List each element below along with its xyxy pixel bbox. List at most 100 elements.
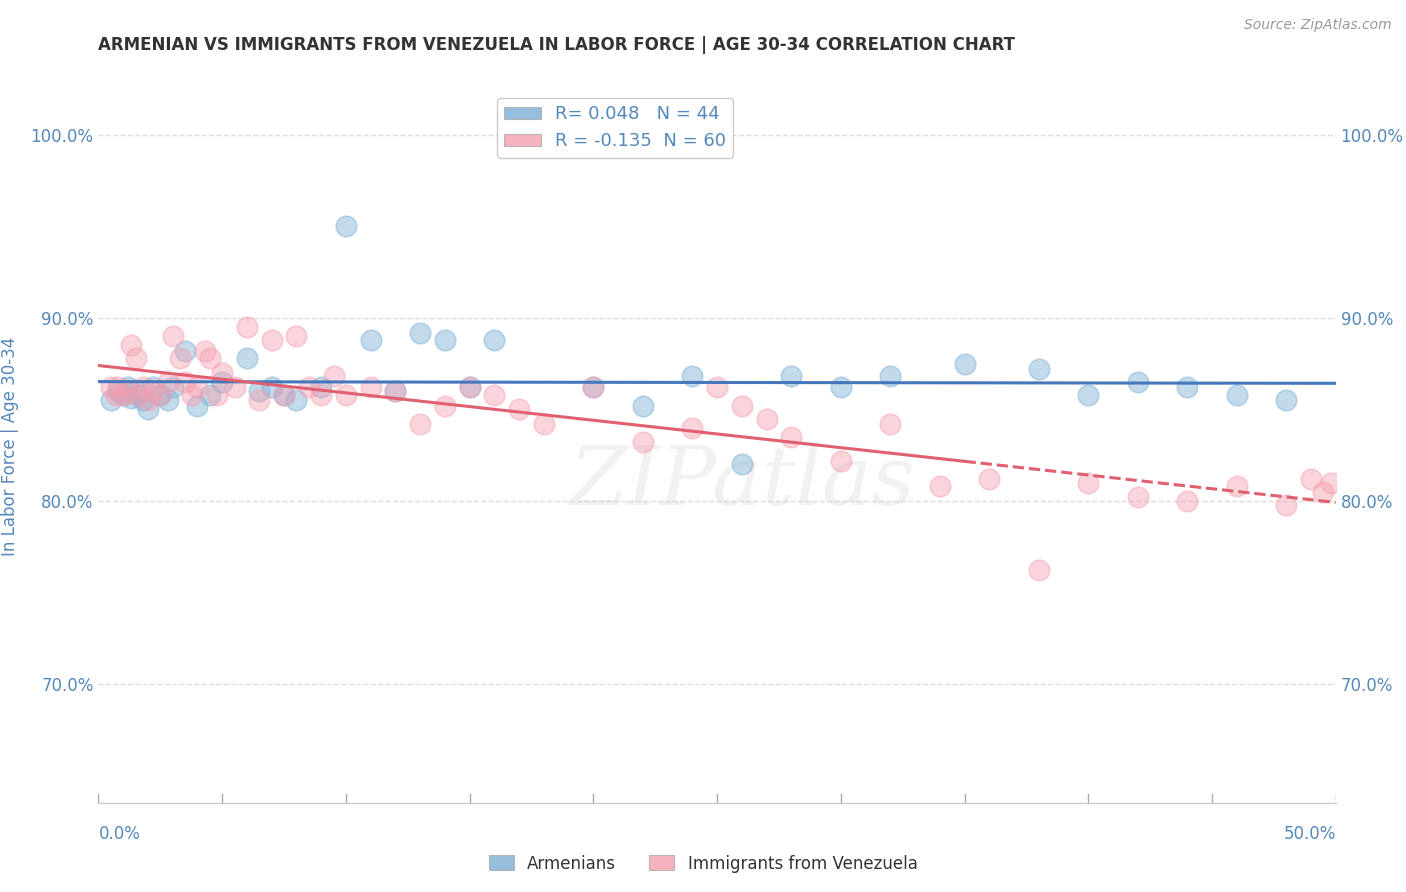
Point bbox=[484, 388, 506, 402]
Point bbox=[132, 380, 155, 394]
Point bbox=[953, 357, 976, 371]
Point bbox=[273, 388, 295, 402]
Text: ZIPatlas: ZIPatlas bbox=[569, 442, 914, 522]
Point bbox=[169, 351, 191, 366]
Point bbox=[1028, 563, 1050, 577]
Point bbox=[132, 393, 155, 408]
Legend: Armenians, Immigrants from Venezuela: Armenians, Immigrants from Venezuela bbox=[482, 848, 924, 880]
Point bbox=[117, 380, 139, 394]
Point bbox=[830, 453, 852, 467]
Point bbox=[879, 417, 901, 431]
Point bbox=[260, 333, 283, 347]
Point bbox=[309, 388, 332, 402]
Point bbox=[780, 430, 803, 444]
Point bbox=[731, 399, 754, 413]
Point bbox=[205, 388, 228, 402]
Point bbox=[458, 380, 481, 394]
Point bbox=[107, 384, 129, 398]
Point bbox=[384, 384, 406, 398]
Point bbox=[247, 384, 270, 398]
Point bbox=[631, 399, 654, 413]
Point bbox=[409, 417, 432, 431]
Point bbox=[928, 479, 950, 493]
Text: 50.0%: 50.0% bbox=[1284, 825, 1336, 843]
Y-axis label: In Labor Force | Age 30-34: In Labor Force | Age 30-34 bbox=[1, 336, 20, 556]
Point bbox=[1175, 494, 1198, 508]
Point bbox=[298, 380, 321, 394]
Point bbox=[124, 384, 146, 398]
Point bbox=[236, 320, 259, 334]
Point bbox=[273, 388, 295, 402]
Point bbox=[830, 380, 852, 394]
Point bbox=[181, 388, 204, 402]
Point bbox=[360, 333, 382, 347]
Point bbox=[156, 375, 179, 389]
Point bbox=[879, 369, 901, 384]
Point bbox=[360, 380, 382, 394]
Point bbox=[631, 435, 654, 450]
Point bbox=[979, 472, 1001, 486]
Point bbox=[1275, 498, 1298, 512]
Point bbox=[162, 380, 184, 394]
Point bbox=[409, 326, 432, 340]
Point bbox=[136, 402, 159, 417]
Point bbox=[186, 399, 208, 413]
Point bbox=[335, 219, 357, 234]
Point bbox=[780, 369, 803, 384]
Point bbox=[458, 380, 481, 394]
Point bbox=[285, 393, 308, 408]
Point bbox=[582, 380, 605, 394]
Point bbox=[211, 366, 233, 380]
Point bbox=[1077, 388, 1099, 402]
Text: 0.0%: 0.0% bbox=[98, 825, 141, 843]
Point bbox=[162, 329, 184, 343]
Point bbox=[335, 388, 357, 402]
Point bbox=[1226, 388, 1249, 402]
Point bbox=[681, 420, 703, 434]
Legend: R= 0.048   N = 44, R = -0.135  N = 60: R= 0.048 N = 44, R = -0.135 N = 60 bbox=[498, 98, 733, 158]
Point bbox=[198, 388, 221, 402]
Point bbox=[433, 333, 456, 347]
Point bbox=[120, 338, 142, 352]
Point bbox=[211, 375, 233, 389]
Point bbox=[706, 380, 728, 394]
Point bbox=[533, 417, 555, 431]
Point bbox=[236, 351, 259, 366]
Point bbox=[104, 388, 127, 402]
Point bbox=[1275, 393, 1298, 408]
Point bbox=[285, 329, 308, 343]
Point bbox=[100, 380, 122, 394]
Point bbox=[107, 380, 129, 394]
Point bbox=[174, 375, 197, 389]
Point bbox=[309, 380, 332, 394]
Point bbox=[149, 388, 172, 402]
Text: ARMENIAN VS IMMIGRANTS FROM VENEZUELA IN LABOR FORCE | AGE 30-34 CORRELATION CHA: ARMENIAN VS IMMIGRANTS FROM VENEZUELA IN… bbox=[98, 36, 1015, 54]
Point bbox=[142, 384, 165, 398]
Point bbox=[1126, 490, 1149, 504]
Point bbox=[127, 388, 149, 402]
Point bbox=[322, 369, 344, 384]
Point bbox=[247, 393, 270, 408]
Point bbox=[433, 399, 456, 413]
Point bbox=[582, 380, 605, 394]
Point bbox=[142, 380, 165, 394]
Point bbox=[1175, 380, 1198, 394]
Point bbox=[1312, 484, 1334, 499]
Point bbox=[136, 393, 159, 408]
Point bbox=[1077, 475, 1099, 490]
Point bbox=[112, 388, 135, 402]
Point bbox=[156, 393, 179, 408]
Point bbox=[508, 402, 530, 417]
Point bbox=[194, 343, 217, 358]
Point bbox=[198, 351, 221, 366]
Point bbox=[1319, 475, 1341, 490]
Point bbox=[484, 333, 506, 347]
Point bbox=[224, 380, 246, 394]
Point bbox=[120, 392, 142, 406]
Point bbox=[1126, 375, 1149, 389]
Point bbox=[1299, 472, 1322, 486]
Point bbox=[117, 384, 139, 398]
Point bbox=[731, 458, 754, 472]
Point bbox=[174, 343, 197, 358]
Point bbox=[260, 380, 283, 394]
